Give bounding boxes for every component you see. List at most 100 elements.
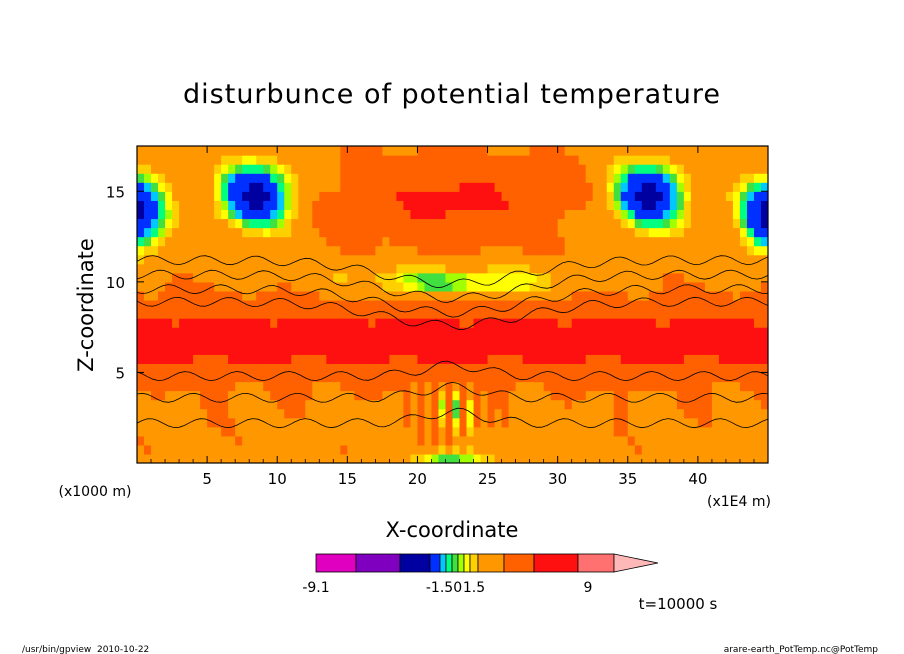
field-cell [655,299,664,310]
field-cell [319,381,327,392]
field-cell [242,345,250,355]
field-cell [382,345,390,355]
field-cell [760,164,768,174]
field-cell [368,272,376,283]
field-cell [452,417,461,428]
field-cell [641,309,650,319]
field-cell [606,155,615,165]
field-cell [599,200,608,210]
field-cell [725,299,734,310]
field-cell [221,399,229,410]
field-cell [431,336,440,346]
field-cell [669,444,678,455]
field-cell [298,345,306,355]
field-cell [459,363,468,374]
field-cell [151,372,159,383]
field-cell [403,453,412,463]
field-cell [711,191,720,201]
field-cell [515,146,524,156]
field-cell [431,309,440,319]
field-cell [354,218,362,229]
field-cell [277,281,285,292]
field-cell [487,408,496,419]
field-cell [417,363,426,374]
field-cell [410,173,419,183]
field-cell [263,417,271,428]
field-cell [361,444,369,455]
field-cell [165,182,173,192]
field-cell [501,182,510,192]
field-cell [165,245,173,256]
field-cell [438,146,447,156]
field-cell [683,200,692,210]
field-cell [382,236,390,247]
field-cell [298,218,306,229]
field-cell [550,372,559,383]
field-cell [221,381,229,392]
field-cell [466,444,475,455]
field-cell [578,245,587,256]
field-cell [438,254,447,265]
field-cell [305,435,313,446]
field-cell [599,191,608,201]
field-cell [291,182,299,192]
field-cell [144,354,152,364]
field-cell [361,426,369,437]
field-cell [571,254,580,265]
field-cell [193,372,201,383]
field-cell [382,263,390,274]
field-cell [690,155,699,165]
field-cell [718,146,727,156]
field-cell [172,155,180,165]
field-cell [480,191,489,201]
field-cell [333,336,341,346]
field-cell [606,272,615,283]
field-cell [648,272,657,283]
field-cell [445,272,454,283]
field-cell [375,453,383,463]
field-cell [172,254,180,265]
field-cell [704,200,713,210]
field-cell [340,236,348,247]
field-cell [326,381,334,392]
field-cell [697,254,706,265]
field-cell [550,327,559,337]
field-cell [536,399,545,410]
field-cell [242,263,250,274]
field-cell [305,173,313,183]
field-cell [711,435,720,446]
field-cell [669,327,678,337]
field-cell [634,426,643,437]
field-cell [599,345,608,355]
field-cell [662,200,671,210]
field-cell [410,390,419,401]
field-cell [543,354,552,364]
field-cell [200,254,208,265]
field-cell [487,236,496,247]
field-cell [221,200,229,210]
field-cell [564,263,573,274]
field-cell [620,236,629,247]
field-cell [291,444,299,455]
field-cell [326,191,334,201]
field-cell [613,408,622,419]
field-cell [179,354,187,364]
field-cell [452,263,461,274]
field-cell [172,218,180,229]
field-cell [347,381,355,392]
field-cell [214,191,222,201]
field-cell [207,164,215,174]
field-cell [242,309,250,319]
field-cell [312,417,320,428]
field-cell [543,444,552,455]
field-cell [529,345,538,355]
field-cell [508,200,517,210]
field-cell [193,444,201,455]
field-cell [354,345,362,355]
field-cell [585,155,594,165]
field-cell [319,390,327,401]
field-cell [396,299,405,310]
field-cell [165,281,173,292]
field-cell [144,453,152,463]
field-cell [193,227,201,238]
